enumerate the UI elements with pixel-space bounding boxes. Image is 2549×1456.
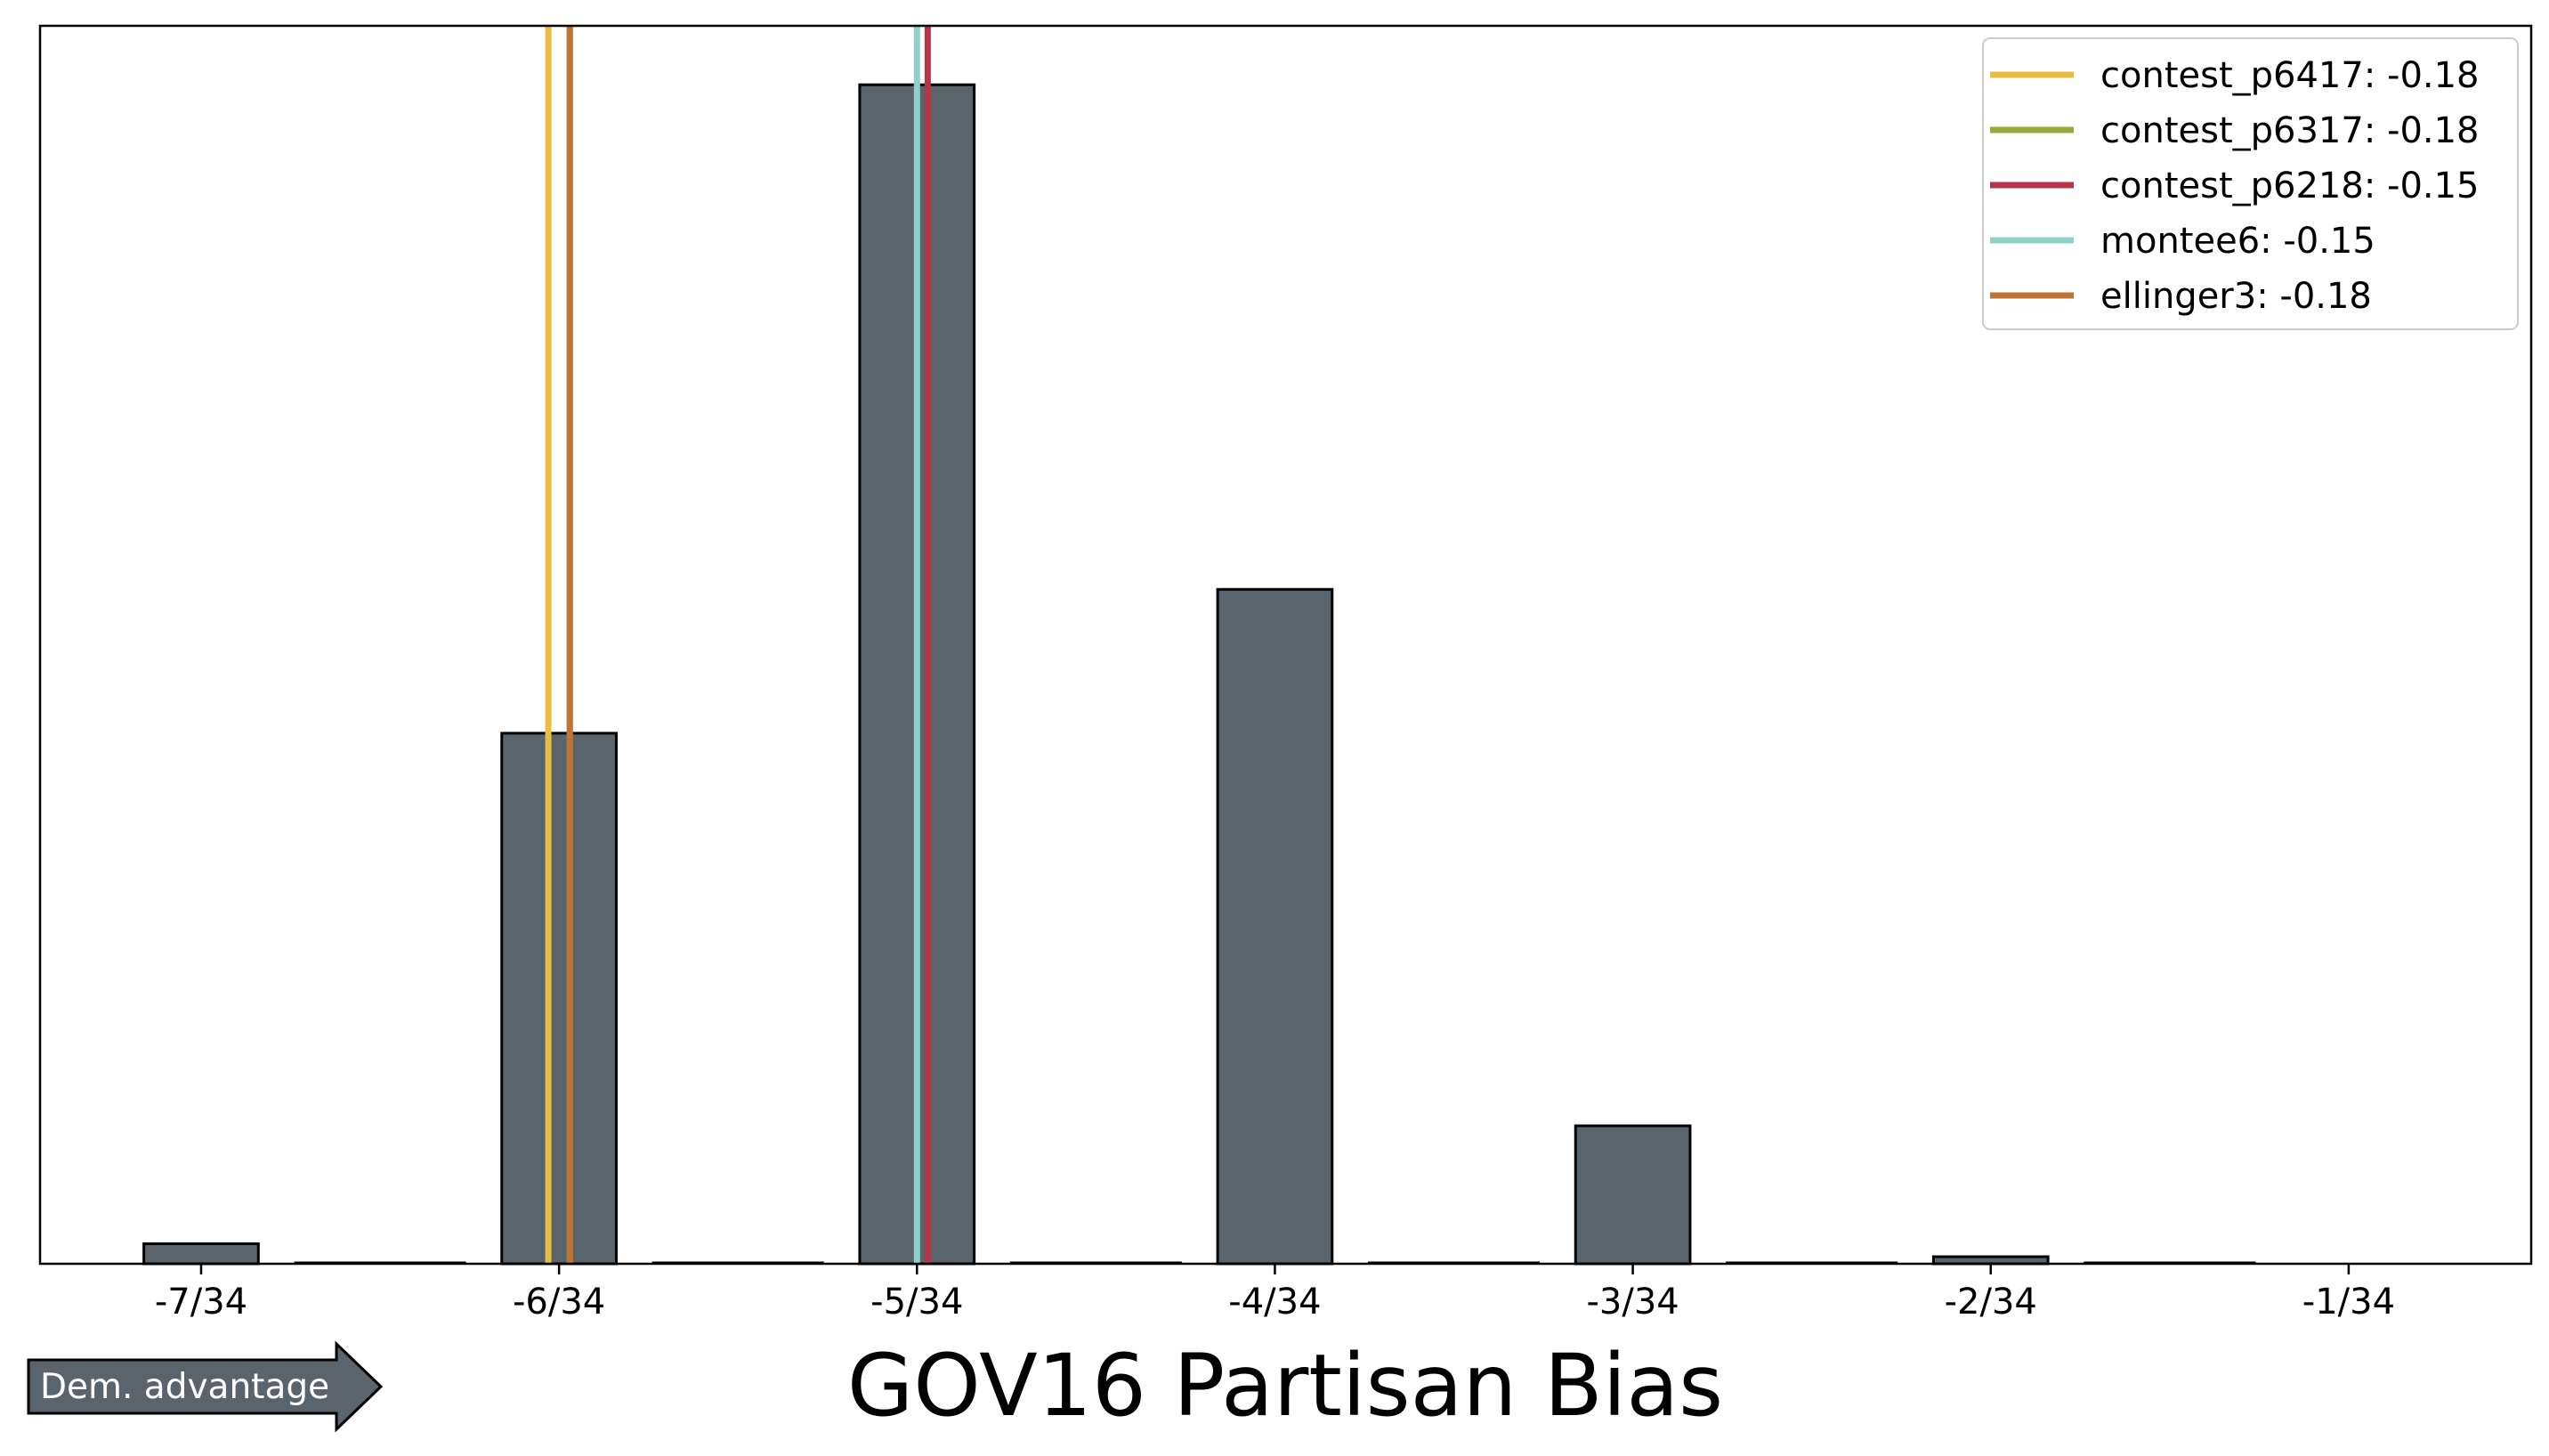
bars-layer — [142, 83, 2256, 1266]
legend-label-1: contest_p6417: -0.18 — [2100, 55, 2480, 96]
x-axis-ticks: -7/34 -6/34 -5/34 -4/34 -3/34 -2/34 -1/34 — [155, 1264, 2395, 1323]
x-tick-label-1: -7/34 — [155, 1282, 247, 1323]
plot-frame — [38, 24, 2533, 1266]
bar-2 — [500, 732, 618, 1266]
legend-label-3: contest_p6218: -0.15 — [2100, 166, 2480, 206]
bar-5 — [1574, 1124, 1692, 1266]
x-tick-label-4: -4/34 — [1228, 1282, 1321, 1323]
bar-1 — [142, 1242, 260, 1266]
x-tick-label-2: -6/34 — [513, 1282, 605, 1323]
reference-lines-layer — [545, 26, 931, 1264]
dem-advantage-arrow: Dem. advantage — [27, 1340, 384, 1433]
arrow-label: Dem. advantage — [40, 1367, 329, 1407]
legend-box — [1982, 37, 2519, 330]
bar-4 — [1216, 587, 1334, 1266]
x-tick-label-5: -3/34 — [1586, 1282, 1679, 1323]
legend-label-5: ellinger3: -0.18 — [2100, 276, 2372, 317]
legend-label-2: contest_p6317: -0.18 — [2100, 110, 2480, 151]
x-tick-label-6: -2/34 — [1945, 1282, 2037, 1323]
x-tick-label-7: -1/34 — [2302, 1282, 2395, 1323]
legend: contest_p6417: -0.18 contest_p6317: -0.18… — [1982, 37, 2519, 330]
x-tick-label-3: -5/34 — [870, 1282, 963, 1323]
arrow-shape — [27, 1340, 384, 1433]
legend-label-4: montee6: -0.15 — [2100, 221, 2375, 262]
x-axis-label: GOV16 Partisan Bias — [847, 1336, 1723, 1436]
